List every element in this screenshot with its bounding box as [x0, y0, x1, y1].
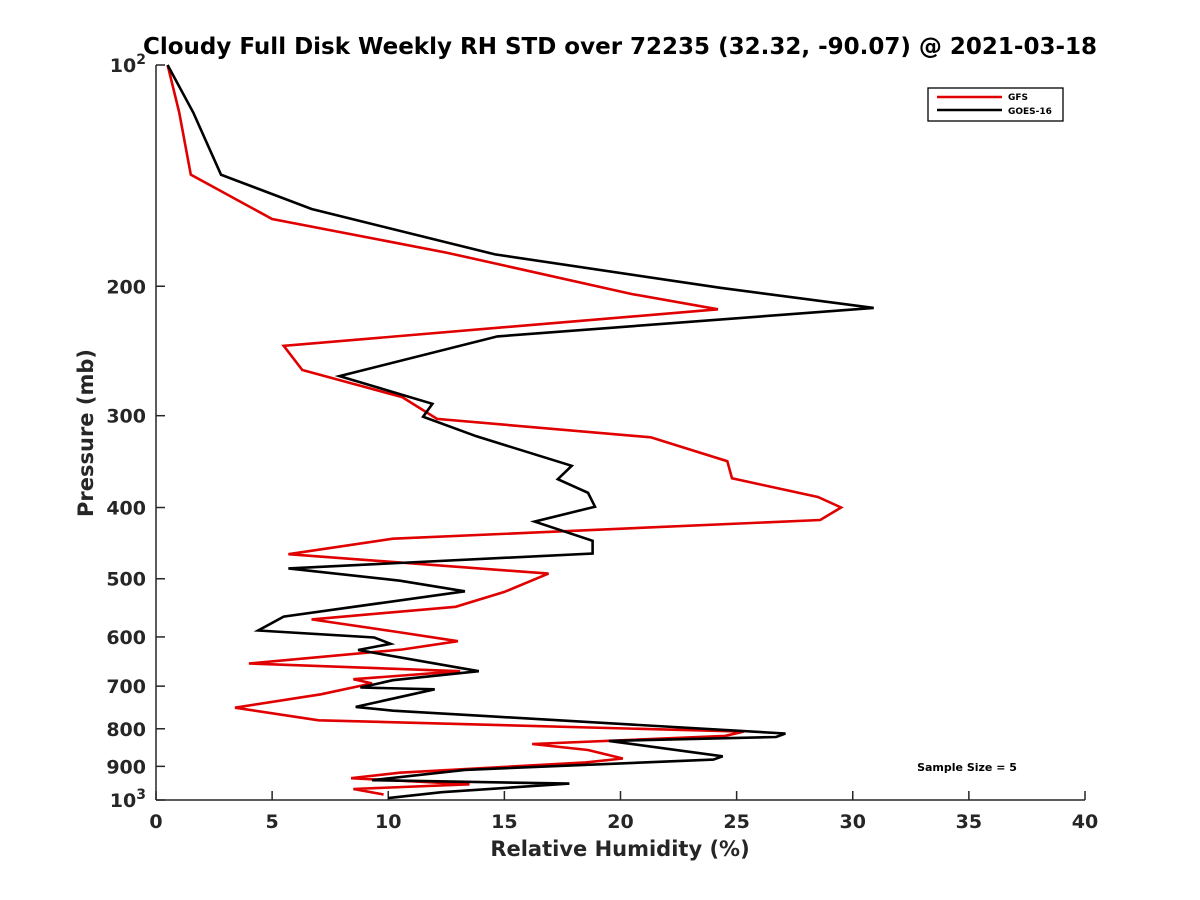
series-group — [166, 64, 874, 800]
x-tick-label: 15 — [491, 811, 517, 833]
x-tick-label: 10 — [375, 811, 401, 833]
y-tick-label: 900 — [106, 756, 146, 778]
y-tick-label: 102 — [110, 52, 146, 77]
x-tick-label: 20 — [607, 811, 633, 833]
sample-size-annotation: Sample Size = 5 — [917, 761, 1017, 774]
x-tick-label: 0 — [149, 811, 162, 833]
y-axis-label: Pressure (mb) — [74, 349, 98, 517]
y-tick-label: 500 — [106, 569, 146, 591]
y-tick-label: 600 — [106, 627, 146, 649]
x-axis-ticks: 0 5 10 15 20 25 30 35 40 — [149, 791, 1098, 833]
series-line-gfs — [166, 64, 844, 796]
legend-box — [927, 87, 1064, 122]
legend: GFS GOES-16 — [927, 87, 1064, 122]
y-axis-ticks: 102 200 300 400 500 600 700 800 900 103 — [106, 52, 165, 812]
x-tick-label: 40 — [1072, 811, 1098, 833]
y-tick-label: 400 — [106, 498, 146, 520]
x-axis-label: Relative Humidity (%) — [490, 837, 749, 861]
y-tick-label: 300 — [106, 406, 146, 428]
x-tick-label: 5 — [266, 811, 279, 833]
series-line-goes16 — [166, 64, 874, 800]
y-tick-label: 200 — [106, 276, 146, 298]
y-tick-label: 103 — [110, 787, 146, 812]
x-tick-label: 25 — [723, 811, 749, 833]
legend-label-gfs: GFS — [1008, 93, 1028, 103]
x-tick-label: 30 — [840, 811, 866, 833]
y-tick-label: 700 — [106, 676, 146, 698]
legend-label-goes16: GOES-16 — [1008, 107, 1052, 117]
y-tick-label: 800 — [106, 719, 146, 741]
x-tick-label: 35 — [956, 811, 982, 833]
chart-title: Cloudy Full Disk Weekly RH STD over 7223… — [143, 34, 1097, 60]
